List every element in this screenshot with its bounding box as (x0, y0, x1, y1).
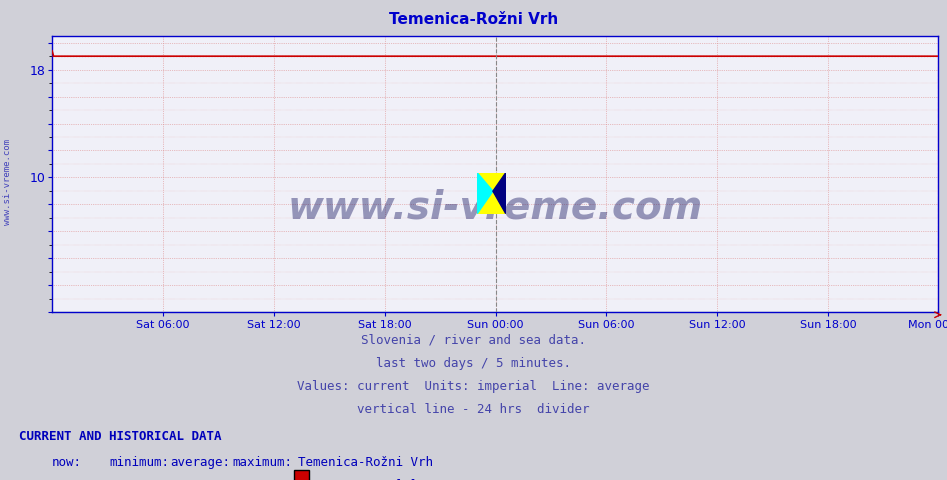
Text: maximum:: maximum: (232, 456, 292, 469)
Text: 19: 19 (52, 479, 67, 480)
Text: now:: now: (52, 456, 82, 469)
Polygon shape (477, 173, 493, 214)
Text: last two days / 5 minutes.: last two days / 5 minutes. (376, 357, 571, 370)
Text: CURRENT AND HISTORICAL DATA: CURRENT AND HISTORICAL DATA (19, 430, 222, 443)
Text: temperature[F]: temperature[F] (313, 479, 418, 480)
Text: Slovenia / river and sea data.: Slovenia / river and sea data. (361, 334, 586, 347)
Text: 19: 19 (232, 479, 247, 480)
Text: minimum:: minimum: (109, 456, 169, 469)
Polygon shape (477, 173, 506, 214)
Text: www.si-vreme.com: www.si-vreme.com (287, 188, 703, 226)
Text: Temenica-Rožni Vrh: Temenica-Rožni Vrh (298, 456, 434, 469)
Polygon shape (493, 173, 506, 214)
Text: Temenica-Rožni Vrh: Temenica-Rožni Vrh (389, 12, 558, 27)
Text: www.si-vreme.com: www.si-vreme.com (3, 139, 12, 226)
Text: vertical line - 24 hrs  divider: vertical line - 24 hrs divider (357, 403, 590, 416)
Text: 19: 19 (170, 479, 186, 480)
Text: average:: average: (170, 456, 230, 469)
Text: Values: current  Units: imperial  Line: average: Values: current Units: imperial Line: av… (297, 380, 650, 393)
Text: 19: 19 (109, 479, 124, 480)
